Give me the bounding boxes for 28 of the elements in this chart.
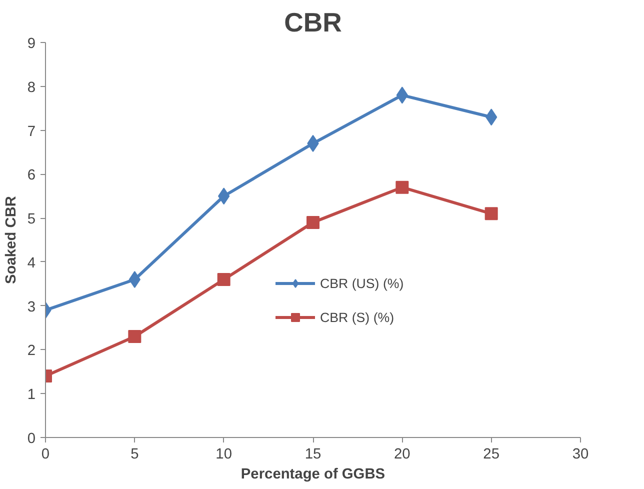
chart-title: CBR xyxy=(284,8,342,38)
y-tick-label: 1 xyxy=(27,387,36,404)
x-axis-title: Percentage of GGBS xyxy=(240,466,386,482)
x-tick-label: 30 xyxy=(572,446,589,462)
y-tick-label: 7 xyxy=(27,124,36,140)
point xyxy=(484,207,498,220)
x-tick-label: 10 xyxy=(216,446,232,462)
legend-label: CBR (US) (%) xyxy=(320,276,404,290)
point xyxy=(217,273,230,286)
point xyxy=(306,216,320,229)
point xyxy=(128,271,140,288)
y-axis-title: Soaked CBR xyxy=(3,196,20,284)
y-tick-label: 9 xyxy=(27,36,36,52)
point xyxy=(396,180,409,194)
x-tick-label: 20 xyxy=(394,446,410,462)
y-tick-label: 4 xyxy=(27,255,36,272)
y-tick-label: 3 xyxy=(27,299,36,316)
y-tick-label: 6 xyxy=(27,168,36,184)
x-tick-label: 25 xyxy=(483,446,500,462)
y-tick-label: 2 xyxy=(27,343,36,360)
x-tick-label: 0 xyxy=(41,446,50,462)
legend-label: CBR (S) (%) xyxy=(320,310,394,324)
x-tick-label: 5 xyxy=(130,446,139,462)
x-tick-label: 15 xyxy=(304,446,322,462)
point xyxy=(128,330,142,344)
y-tick-label: 0 xyxy=(27,431,36,447)
y-tick-label: 8 xyxy=(27,80,36,96)
y-tick-label: 5 xyxy=(27,212,36,228)
